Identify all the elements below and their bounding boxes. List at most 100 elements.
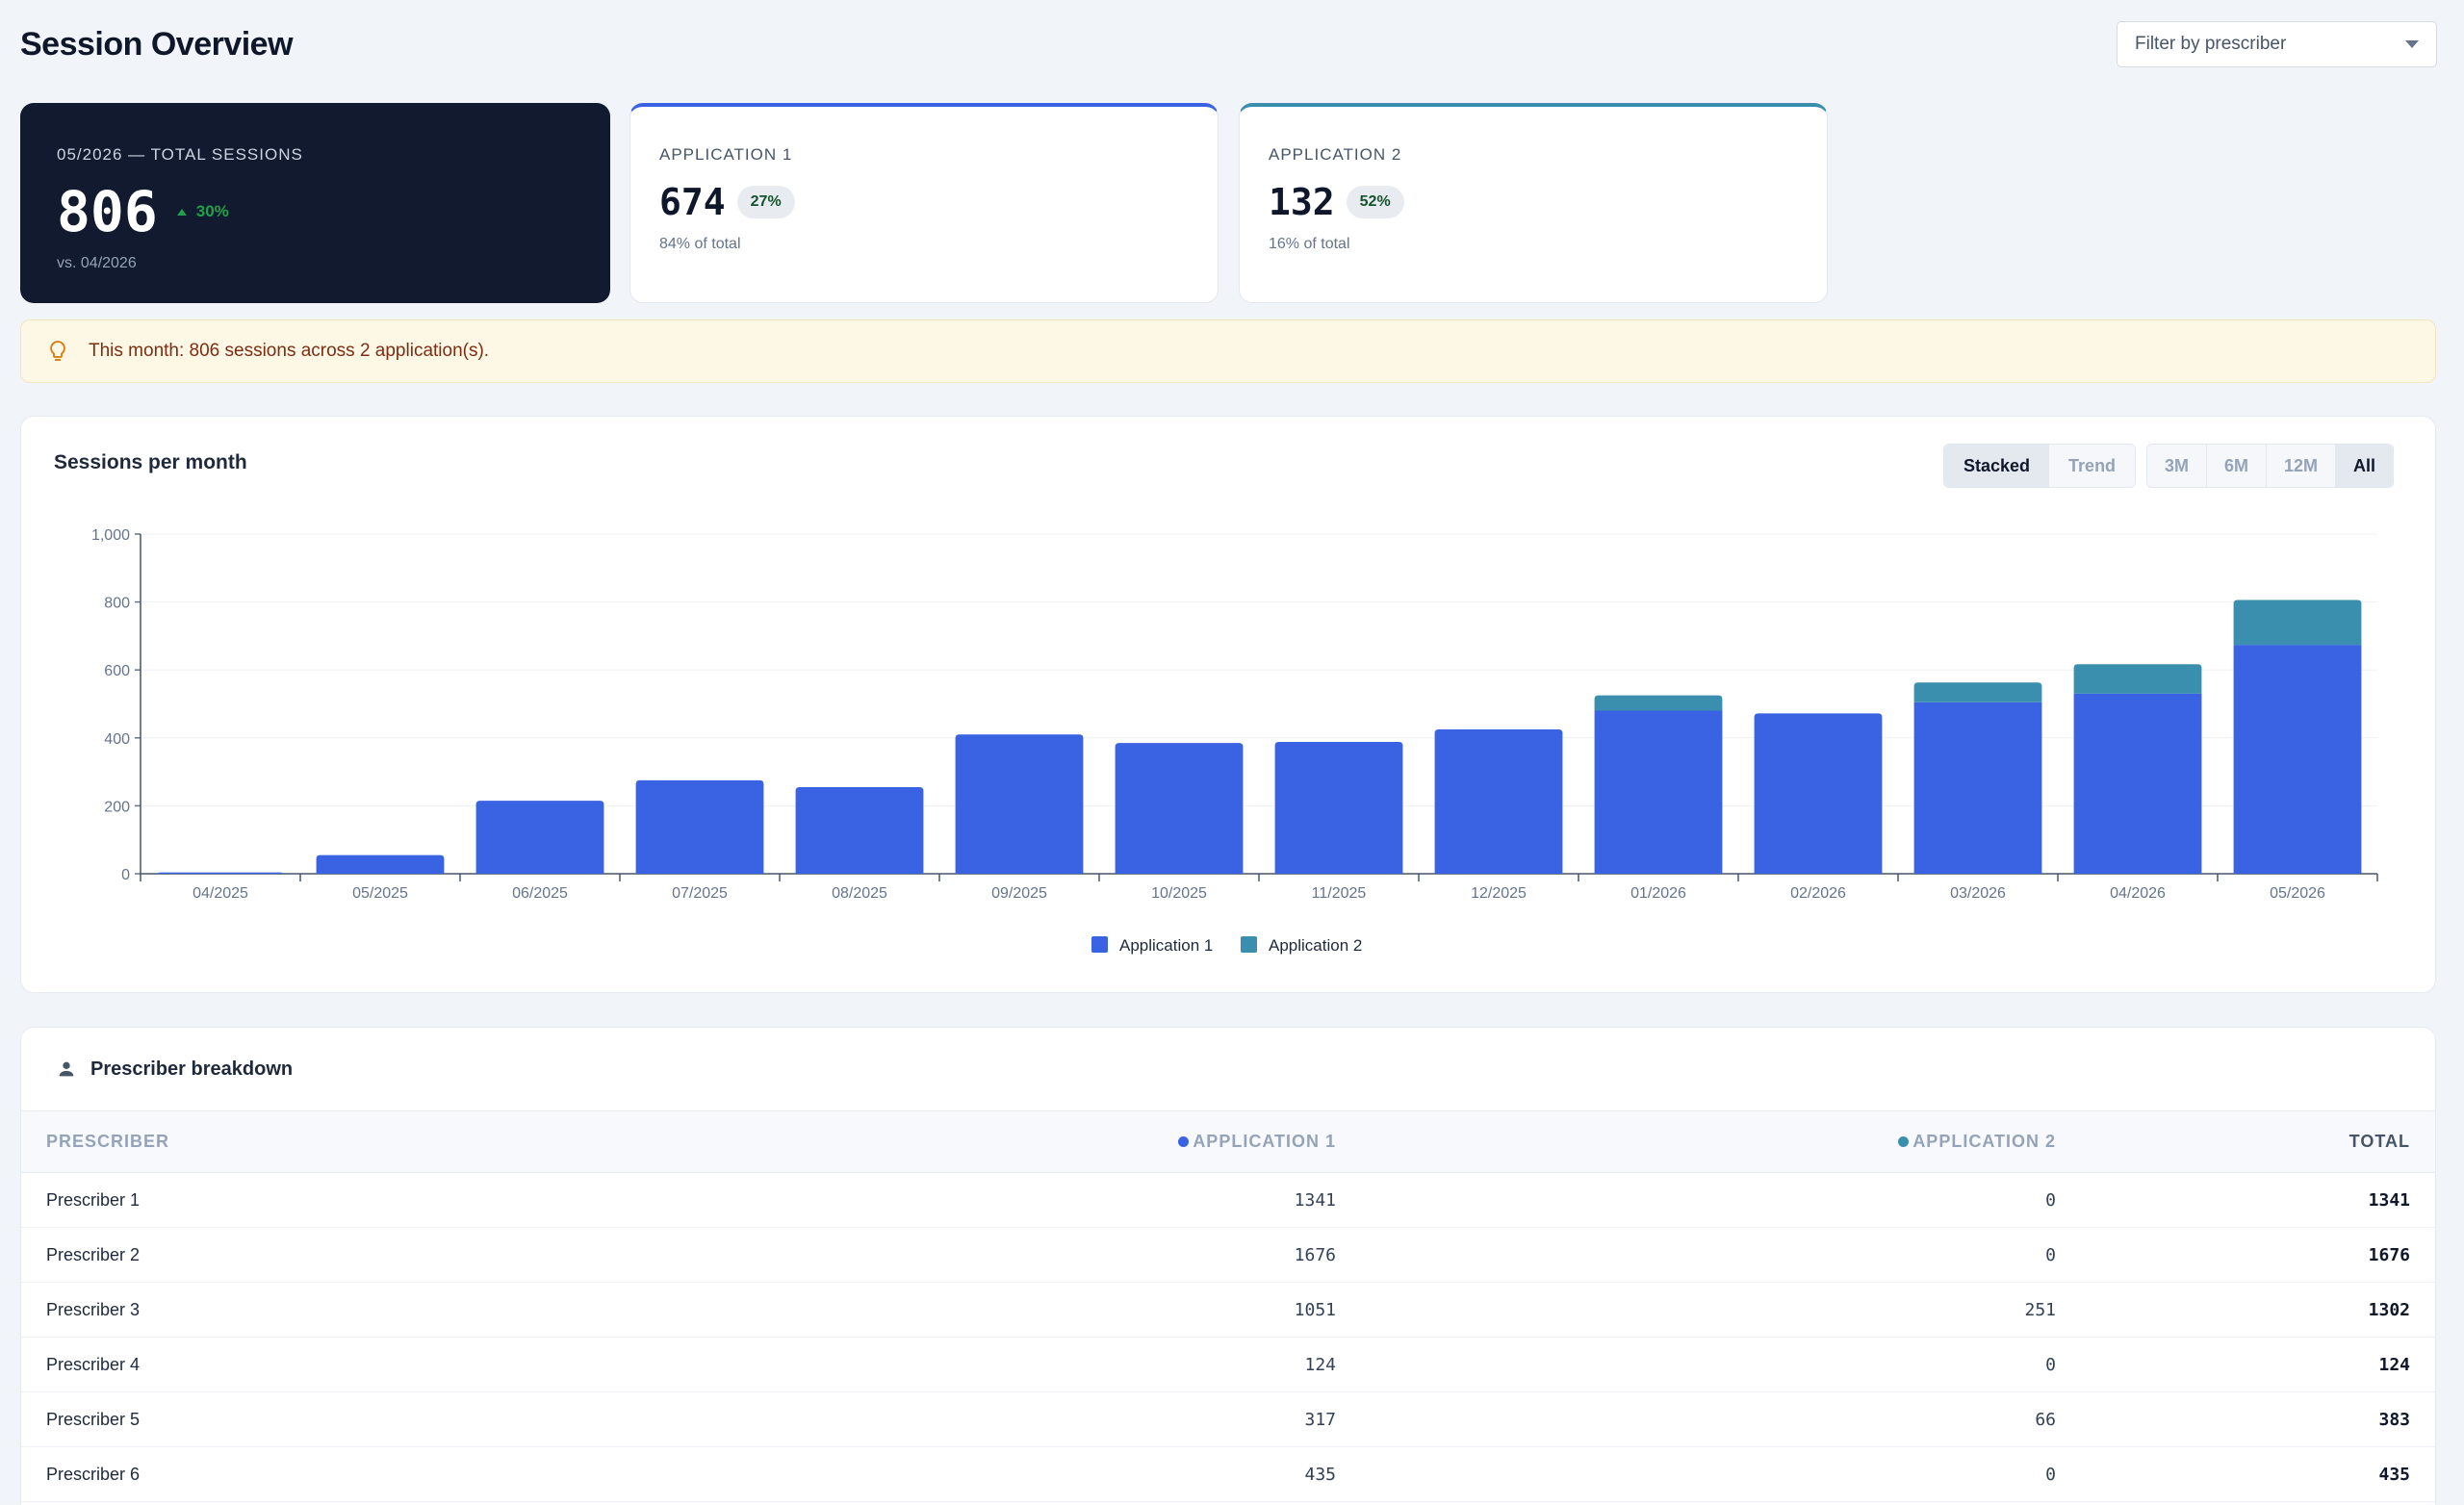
cell-application-2: 251 bbox=[2024, 1299, 2056, 1320]
x-tick-label: 03/2026 bbox=[1950, 885, 2006, 902]
cell-application-2: 0 bbox=[2045, 1189, 2056, 1211]
arrow-up-icon bbox=[176, 208, 187, 216]
col-application-1[interactable]: APPLICATION 1 bbox=[810, 1111, 1336, 1173]
chevron-down-icon bbox=[2405, 40, 2419, 48]
kpi-app2-sub: 16% of total bbox=[1269, 236, 1350, 252]
table-row[interactable]: Prescriber 5 317 66 383 bbox=[21, 1392, 2435, 1447]
x-tick-label: 02/2026 bbox=[1790, 885, 1846, 902]
table-title: Prescriber breakdown bbox=[90, 1058, 294, 1080]
kpi-total-value: 806 bbox=[57, 179, 158, 244]
cell-application-1: 124 bbox=[1304, 1354, 1336, 1375]
cell-total: 124 bbox=[2378, 1354, 2410, 1375]
range-3m-button[interactable]: 3M bbox=[2147, 445, 2206, 487]
kpi-application-2: APPLICATION 2 132 52% 16% of total bbox=[1239, 103, 1828, 303]
x-tick-label: 10/2025 bbox=[1151, 885, 1207, 902]
bar-application-2 bbox=[1913, 682, 2042, 702]
kpi-app1-sub: 84% of total bbox=[659, 236, 741, 252]
x-tick-label: 09/2025 bbox=[991, 885, 1047, 902]
kpi-app2-value: 132 bbox=[1269, 181, 1335, 223]
legend-swatch bbox=[1241, 936, 1257, 953]
x-tick-label: 07/2025 bbox=[672, 885, 728, 902]
y-tick-label: 1,000 bbox=[91, 527, 130, 544]
bar-application-1 bbox=[1754, 713, 1883, 874]
cell-application-2: 0 bbox=[2045, 1354, 2056, 1375]
table-header-row: PRESCRIBER APPLICATION 1 APPLICATION 2 T… bbox=[21, 1110, 2435, 1173]
insight-text: This month: 806 sessions across 2 applic… bbox=[89, 341, 490, 361]
kpi-app1-delta-text: 27% bbox=[750, 193, 782, 210]
cell-application-1: 1341 bbox=[1294, 1189, 1336, 1211]
table-row[interactable]: Prescriber 3 1051 251 1302 bbox=[21, 1283, 2435, 1338]
bar-application-2 bbox=[2073, 664, 2202, 694]
cell-prescriber: Prescriber 6 bbox=[46, 1464, 141, 1484]
kpi-app1-value: 674 bbox=[659, 181, 726, 223]
kpi-total-sub: vs. 04/2026 bbox=[57, 255, 137, 271]
cell-total: 1676 bbox=[2368, 1244, 2410, 1265]
bar-application-1 bbox=[1115, 743, 1244, 874]
cell-prescriber: Prescriber 2 bbox=[46, 1244, 141, 1264]
bar-application-1 bbox=[316, 855, 445, 874]
prescriber-filter-select[interactable]: Filter by prescriber bbox=[2117, 21, 2437, 67]
col-total[interactable]: TOTAL bbox=[2348, 1132, 2410, 1151]
x-tick-label: 01/2026 bbox=[1630, 885, 1686, 902]
legend-label: Application 1 bbox=[1119, 936, 1213, 955]
table-row[interactable]: Prescriber 7 bbox=[21, 1502, 2435, 1505]
bar-application-1 bbox=[1594, 710, 1723, 874]
bar-application-2 bbox=[2233, 599, 2362, 646]
range-12m-button[interactable]: 12M bbox=[2266, 445, 2335, 487]
page-header: Session Overview Filter by prescriber bbox=[20, 21, 2437, 69]
table-row[interactable]: Prescriber 4 124 0 124 bbox=[21, 1338, 2435, 1392]
cell-application-2: 0 bbox=[2045, 1464, 2056, 1485]
x-tick-label: 04/2025 bbox=[192, 885, 248, 902]
app2-dot-icon bbox=[1898, 1136, 1910, 1147]
insight-banner: This month: 806 sessions across 2 applic… bbox=[20, 319, 2436, 383]
y-tick-label: 600 bbox=[104, 663, 130, 679]
cell-total: 435 bbox=[2378, 1464, 2410, 1485]
table-row[interactable]: Prescriber 1 1341 0 1341 bbox=[21, 1173, 2435, 1228]
kpi-total-delta-text: 30% bbox=[195, 202, 229, 220]
bar-application-1 bbox=[795, 786, 924, 874]
cell-prescriber: Prescriber 3 bbox=[46, 1299, 141, 1319]
person-icon bbox=[59, 1061, 74, 1077]
y-tick-label: 800 bbox=[104, 596, 130, 612]
bar-application-1 bbox=[1274, 742, 1403, 874]
cell-total: 383 bbox=[2378, 1409, 2410, 1430]
x-tick-label: 12/2025 bbox=[1471, 885, 1527, 902]
col-application-2[interactable]: APPLICATION 2 bbox=[1336, 1111, 2056, 1173]
kpi-total-delta: 30% bbox=[176, 202, 229, 221]
cell-total: 1341 bbox=[2368, 1189, 2410, 1211]
bar-application-1 bbox=[156, 872, 285, 877]
bar-application-1 bbox=[475, 801, 604, 874]
cell-application-1: 1676 bbox=[1294, 1244, 1336, 1265]
sessions-bar-chart: 0 200 400 600 800 1,000 04/2025 05/2025 06/2025 0… bbox=[91, 527, 2378, 955]
col-prescriber[interactable]: PRESCRIBER bbox=[46, 1132, 170, 1151]
kpi-total-sessions: 05/2026 — TOTAL SESSIONS 806 30% vs. 04/… bbox=[20, 103, 610, 303]
kpi-total-label: 05/2026 — TOTAL SESSIONS bbox=[57, 145, 303, 164]
y-tick-label: 0 bbox=[121, 867, 130, 883]
kpi-app1-delta-badge: 27% bbox=[736, 186, 795, 218]
kpi-app2-label: APPLICATION 2 bbox=[1269, 145, 1402, 164]
x-tick-label: 04/2026 bbox=[2110, 885, 2166, 902]
mode-trend-button[interactable]: Trend bbox=[2049, 445, 2135, 487]
table-row[interactable]: Prescriber 2 1676 0 1676 bbox=[21, 1228, 2435, 1283]
chart-range-toggle: 3M 6M 12M All bbox=[2146, 444, 2395, 488]
cell-application-1: 1051 bbox=[1294, 1299, 1336, 1320]
cell-application-1 bbox=[810, 1502, 1336, 1505]
mode-stacked-button[interactable]: Stacked bbox=[1944, 445, 2050, 487]
table-row[interactable]: Prescriber 6 435 0 435 bbox=[21, 1447, 2435, 1502]
cell-prescriber: Prescriber 4 bbox=[46, 1354, 141, 1374]
page-title: Session Overview bbox=[20, 26, 294, 63]
cell-application-1: 435 bbox=[1304, 1464, 1336, 1485]
range-6m-button[interactable]: 6M bbox=[2206, 445, 2266, 487]
col-application-1-label: APPLICATION 1 bbox=[1193, 1132, 1336, 1151]
kpi-app1-label: APPLICATION 1 bbox=[659, 145, 793, 164]
cell-prescriber: Prescriber 1 bbox=[46, 1189, 141, 1210]
chart-title: Sessions per month bbox=[54, 451, 247, 473]
cell-application-2: 66 bbox=[2035, 1409, 2056, 1430]
cell-prescriber: Prescriber 7 bbox=[21, 1502, 810, 1505]
chart-mode-toggle: Stacked Trend bbox=[1943, 444, 2137, 488]
y-tick-label: 200 bbox=[104, 799, 130, 815]
bar-application-2 bbox=[1594, 695, 1723, 711]
x-tick-label: 06/2025 bbox=[512, 885, 568, 902]
range-all-button[interactable]: All bbox=[2335, 445, 2394, 487]
y-tick-label: 400 bbox=[104, 731, 130, 748]
